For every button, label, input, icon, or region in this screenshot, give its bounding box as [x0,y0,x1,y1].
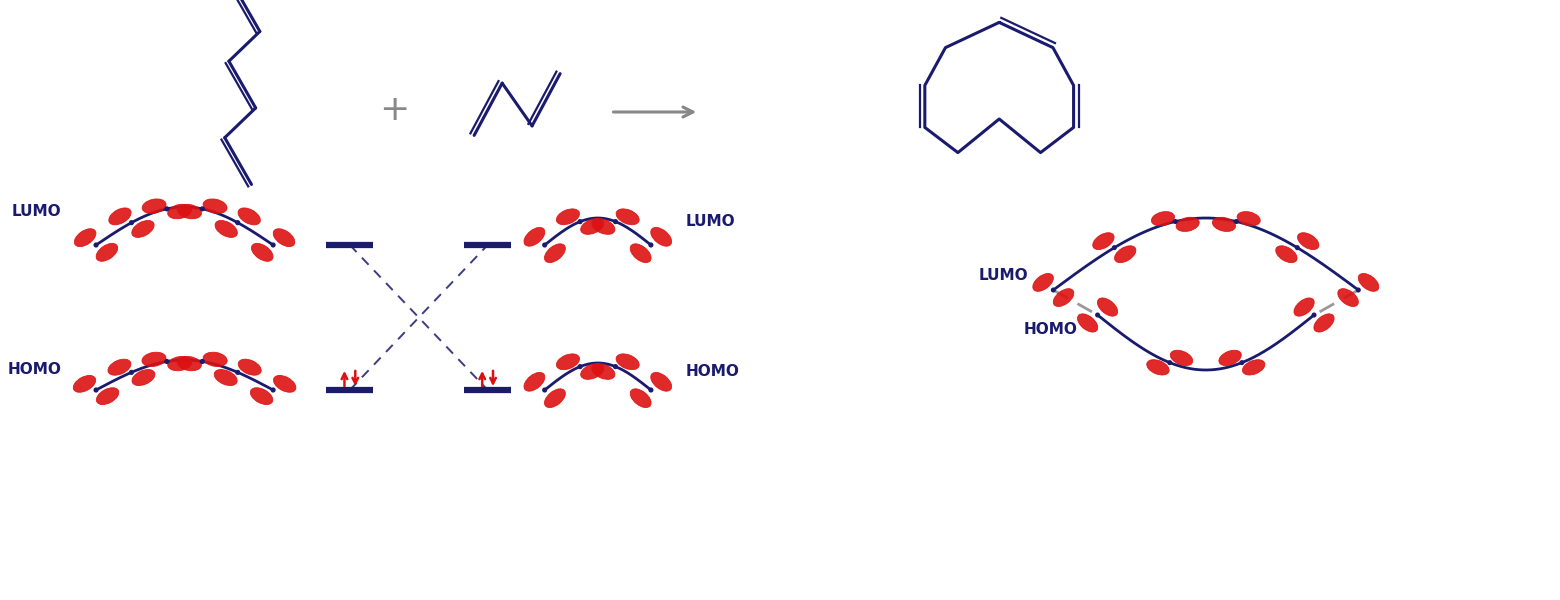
Ellipse shape [1114,246,1136,263]
Circle shape [543,388,546,392]
Ellipse shape [1033,274,1053,292]
Circle shape [200,207,204,211]
Ellipse shape [251,244,273,261]
Ellipse shape [109,208,131,225]
Ellipse shape [1237,212,1260,226]
Ellipse shape [168,356,192,371]
Ellipse shape [73,376,95,392]
Ellipse shape [108,359,131,375]
Ellipse shape [1147,359,1168,375]
Ellipse shape [178,204,201,219]
Ellipse shape [591,218,615,235]
Circle shape [1240,361,1243,364]
Ellipse shape [1276,246,1296,263]
Ellipse shape [544,244,565,263]
Circle shape [649,243,652,247]
Circle shape [129,221,133,224]
Ellipse shape [1092,233,1114,250]
Ellipse shape [142,352,165,367]
Circle shape [165,207,168,211]
Circle shape [271,243,275,247]
Circle shape [1295,246,1299,250]
Ellipse shape [524,227,544,246]
Ellipse shape [616,209,640,224]
Ellipse shape [1097,298,1117,316]
Ellipse shape [239,359,261,375]
Ellipse shape [580,364,604,379]
Ellipse shape [557,209,579,224]
Text: +: + [379,93,409,127]
Ellipse shape [239,208,261,225]
Ellipse shape [1053,289,1073,307]
Ellipse shape [142,199,165,214]
Ellipse shape [1151,212,1175,226]
Ellipse shape [1293,298,1314,316]
Ellipse shape [616,354,640,370]
Ellipse shape [133,370,154,386]
Text: LUMO: LUMO [980,268,1028,283]
Text: LUMO: LUMO [12,203,61,218]
Ellipse shape [75,229,97,247]
Ellipse shape [544,389,565,407]
Circle shape [579,365,582,368]
Circle shape [613,220,618,223]
Ellipse shape [557,354,579,370]
Circle shape [579,220,582,223]
Ellipse shape [97,244,117,261]
Ellipse shape [1170,350,1193,365]
Circle shape [1095,313,1100,317]
Ellipse shape [524,373,544,391]
Circle shape [1112,246,1115,250]
Ellipse shape [630,389,651,407]
Ellipse shape [1242,359,1265,375]
Ellipse shape [1078,314,1098,332]
Circle shape [94,243,98,247]
Ellipse shape [580,218,604,235]
Circle shape [1312,313,1315,317]
Text: HOMO: HOMO [685,364,739,379]
Circle shape [1357,288,1360,292]
Circle shape [271,388,275,392]
Circle shape [165,359,168,364]
Circle shape [200,359,204,364]
Ellipse shape [651,373,672,391]
Text: HOMO: HOMO [1023,323,1078,337]
Ellipse shape [97,388,119,404]
Ellipse shape [203,352,228,367]
Ellipse shape [1218,350,1242,365]
Ellipse shape [1176,217,1200,232]
Ellipse shape [178,356,201,371]
Ellipse shape [203,199,228,214]
Circle shape [613,365,618,368]
Ellipse shape [591,364,615,379]
Circle shape [543,243,546,247]
Ellipse shape [214,370,237,386]
Circle shape [129,370,133,374]
Circle shape [1173,220,1178,223]
Ellipse shape [1212,217,1236,232]
Ellipse shape [273,376,296,392]
Ellipse shape [167,204,192,219]
Ellipse shape [250,388,273,404]
Ellipse shape [1298,233,1318,250]
Circle shape [94,388,98,392]
Circle shape [1051,288,1055,292]
Circle shape [236,221,240,224]
Circle shape [236,370,240,374]
Ellipse shape [1338,289,1359,307]
Ellipse shape [1314,314,1334,332]
Circle shape [1168,361,1172,364]
Ellipse shape [131,220,154,238]
Ellipse shape [651,227,672,246]
Circle shape [649,388,652,392]
Ellipse shape [215,220,237,238]
Text: LUMO: LUMO [685,214,735,229]
Ellipse shape [1359,274,1379,292]
Text: HOMO: HOMO [8,362,61,377]
Ellipse shape [630,244,651,263]
Circle shape [1234,220,1239,223]
Ellipse shape [273,229,295,247]
